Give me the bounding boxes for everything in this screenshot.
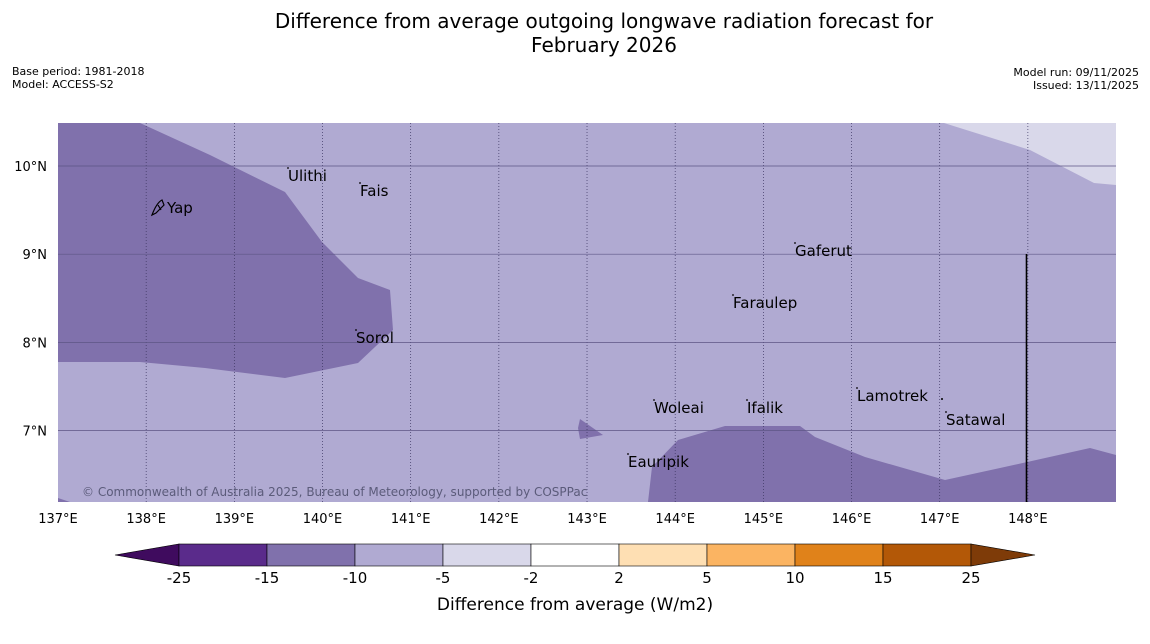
colorbar-extend-low [114, 543, 180, 567]
colorbar: -25 -15 -10 -5 -2 2 5 10 15 25 [114, 543, 1036, 587]
place-label: Ulithi [288, 167, 327, 185]
lat-tick-label: 7°N [23, 425, 48, 440]
lon-tick-label: 146°E [832, 512, 872, 527]
island-marker [355, 329, 357, 331]
place-label: Lamotrek [857, 387, 928, 405]
lon-tick-label: 142°E [479, 512, 519, 527]
lon-tick-label: 140°E [303, 512, 343, 527]
colorbar-segment [442, 543, 532, 567]
colorbar-label: -5 [436, 569, 451, 587]
colorbar-segment [706, 543, 796, 567]
colorbar-segment [178, 543, 268, 567]
place-label: Yap [166, 199, 193, 217]
lon-tick-label: 137°E [38, 512, 78, 527]
base-period-text: Base period: 1981-2018 [12, 65, 145, 78]
island-marker [287, 167, 289, 169]
chart-title-line2: February 2026 [531, 33, 677, 57]
lat-tick-label: 10°N [14, 160, 47, 175]
darker-band-patch [578, 419, 603, 439]
place-label: Faraulep [733, 294, 797, 312]
meta-left: Base period: 1981-2018 Model: ACCESS-S2 [12, 65, 144, 91]
place-label: Ifalik [747, 399, 783, 417]
island-marker [627, 453, 629, 455]
darker-band-south [648, 426, 1116, 502]
colorbar-label: -10 [343, 569, 368, 587]
colorbar-label: 15 [873, 569, 892, 587]
island-marker [794, 242, 796, 244]
lon-tick-label: 143°E [567, 512, 607, 527]
lon-tick-label: 148°E [1008, 512, 1048, 527]
chart-title-line1: Difference from average outgoing longwav… [274, 9, 934, 33]
place-label: Satawal [946, 411, 1005, 429]
island-marker [945, 411, 947, 413]
island-marker [653, 399, 655, 401]
issued-text: Issued: 13/11/2025 [1032, 79, 1139, 92]
colorbar-title: Difference from average (W/m2) [437, 595, 713, 615]
colorbar-label: -25 [167, 569, 192, 587]
colorbar-segment [882, 543, 972, 567]
colorbar-segment [266, 543, 356, 567]
place-label: Sorol [356, 329, 394, 347]
place-label: Gaferut [795, 242, 852, 260]
model-text: Model: ACCESS-S2 [12, 78, 114, 91]
place-labels: Yap Ulithi Fais Gaferut Faraulep Sorol Lamotre… [166, 167, 1005, 471]
colorbar-label: 2 [614, 569, 624, 587]
island-marker [359, 182, 361, 184]
island-marker [732, 294, 734, 296]
colorbar-label: 5 [702, 569, 712, 587]
lon-tick-label: 138°E [126, 512, 166, 527]
place-label: Fais [360, 182, 389, 200]
colorbar-segment [618, 543, 708, 567]
colorbar-label: 25 [961, 569, 980, 587]
colorbar-segment [794, 543, 884, 567]
place-label: Woleai [654, 399, 704, 417]
colorbar-label: -2 [524, 569, 539, 587]
yap-island-outline [150, 199, 165, 217]
colorbar-segment [530, 543, 620, 567]
graticule [58, 123, 1116, 502]
lat-tick-label: 9°N [23, 248, 48, 263]
colorbar-label: 10 [785, 569, 804, 587]
lon-tick-label: 147°E [920, 512, 960, 527]
darker-band-northwest [58, 123, 393, 378]
place-label: Eauripik [628, 453, 689, 471]
model-run-text: Model run: 09/11/2025 [1013, 66, 1139, 79]
lat-tick-label: 8°N [23, 336, 48, 351]
map-area: Yap Ulithi Fais Gaferut Faraulep Sorol Lamotre… [58, 123, 1116, 502]
island-marker [746, 399, 748, 401]
colorbar-extend-high [970, 543, 1036, 567]
chart-title: Difference from average outgoing longwav… [0, 9, 1150, 57]
lon-tick-label: 145°E [744, 512, 784, 527]
lighter-band-northeast [944, 123, 1116, 185]
lon-tick-label: 144°E [655, 512, 695, 527]
lon-tick-label: 141°E [391, 512, 431, 527]
island-marker [941, 398, 943, 400]
colorbar-segment [354, 543, 444, 567]
copyright-text: © Commonwealth of Australia 2025, Bureau… [82, 485, 587, 499]
meta-right: Model run: 09/11/2025 Issued: 13/11/2025 [1013, 66, 1139, 92]
axis-ticks: 137°E 138°E 139°E 140°E 141°E 142°E 143°E 144°E… [14, 160, 1047, 527]
colorbar-label: -15 [255, 569, 280, 587]
darker-band-corner [58, 498, 70, 502]
lon-tick-label: 139°E [215, 512, 255, 527]
island-marker [856, 387, 858, 389]
